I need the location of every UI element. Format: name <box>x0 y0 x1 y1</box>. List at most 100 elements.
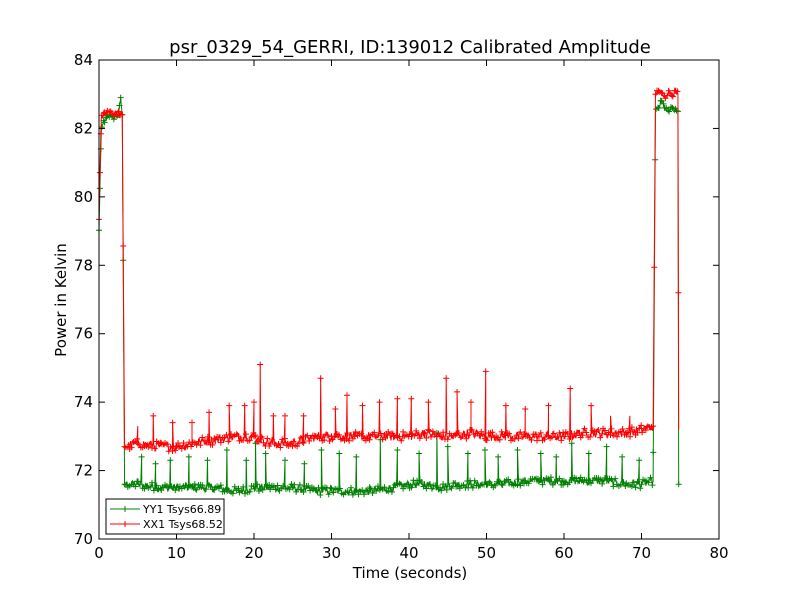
legend-marker <box>122 521 128 527</box>
data-point <box>632 484 639 491</box>
data-point <box>601 474 608 481</box>
data-point <box>612 475 619 482</box>
data-point <box>483 481 490 488</box>
data-point <box>416 435 423 442</box>
data-point <box>217 439 224 446</box>
data-point <box>202 437 209 444</box>
data-point <box>317 375 324 382</box>
data-point <box>209 441 216 448</box>
data-point <box>583 429 590 436</box>
data-point <box>660 100 667 107</box>
data-point <box>394 395 401 402</box>
data-point <box>364 488 371 495</box>
data-point <box>172 447 179 454</box>
data-point <box>267 486 274 493</box>
data-point <box>515 435 522 442</box>
data-point <box>223 486 230 493</box>
data-point <box>324 432 331 439</box>
data-point <box>556 475 563 482</box>
data-point <box>275 440 282 447</box>
data-point <box>528 436 535 443</box>
data-point <box>622 482 629 489</box>
data-point <box>252 432 259 439</box>
data-point <box>359 402 366 409</box>
data-point <box>277 444 284 451</box>
data-point <box>317 491 324 498</box>
data-point <box>261 484 268 491</box>
data-point <box>628 483 635 490</box>
data-point <box>464 450 471 457</box>
data-point <box>195 438 202 445</box>
data-point <box>173 443 180 450</box>
data-point <box>468 399 474 406</box>
data-point <box>428 485 435 492</box>
data-point <box>246 488 253 495</box>
data-point <box>576 429 583 436</box>
data-point <box>349 491 356 498</box>
data-point <box>642 427 649 434</box>
data-point <box>649 482 656 489</box>
data-point <box>630 428 637 435</box>
data-point <box>169 419 176 426</box>
data-point <box>425 399 432 406</box>
data-point <box>576 477 583 484</box>
data-point <box>535 433 542 440</box>
data-point <box>153 482 160 489</box>
data-point <box>558 437 565 444</box>
data-point <box>305 482 312 489</box>
data-point <box>242 431 249 438</box>
y-tick-label: 72 <box>74 462 93 480</box>
data-point <box>601 427 608 434</box>
data-point <box>351 433 358 440</box>
data-point <box>330 489 337 496</box>
data-point <box>617 481 624 488</box>
data-point <box>281 439 288 446</box>
y-tick-label: 76 <box>74 325 93 343</box>
data-point <box>150 487 157 494</box>
data-point <box>551 478 558 485</box>
data-point <box>366 436 373 443</box>
data-point <box>361 491 368 498</box>
data-point <box>560 429 567 436</box>
data-point <box>541 436 548 443</box>
data-point <box>547 474 554 481</box>
data-point <box>443 375 450 382</box>
data-point <box>377 430 384 437</box>
data-point <box>599 480 606 487</box>
data-point <box>326 437 333 444</box>
data-point <box>258 433 265 440</box>
data-point <box>425 426 432 433</box>
data-point <box>270 412 277 419</box>
data-point <box>250 483 257 490</box>
data-point <box>243 457 250 464</box>
data-point <box>260 439 267 446</box>
data-point <box>136 481 143 488</box>
data-point <box>608 425 615 432</box>
data-point <box>674 88 681 95</box>
data-point <box>636 457 643 464</box>
data-point <box>359 487 366 494</box>
legend-label: XX1 Tsys68.52 <box>143 518 223 531</box>
data-point <box>537 429 544 436</box>
data-point <box>638 422 645 429</box>
data-point <box>226 402 233 409</box>
data-point <box>481 447 488 454</box>
data-point <box>235 433 242 440</box>
x-tick-label: 80 <box>709 544 728 562</box>
data-point <box>348 484 355 491</box>
data-point <box>152 460 159 467</box>
data-point <box>241 402 248 409</box>
legend-label: YY1 Tsys66.89 <box>142 503 221 516</box>
data-point <box>344 429 351 436</box>
data-point <box>300 412 307 419</box>
data-point <box>619 425 626 432</box>
data-point <box>652 91 659 98</box>
data-point <box>437 484 443 491</box>
data-point <box>272 486 279 493</box>
data-point <box>438 487 445 494</box>
data-point <box>492 482 499 489</box>
data-point <box>476 432 483 439</box>
data-point <box>151 445 158 452</box>
data-point <box>229 490 236 497</box>
